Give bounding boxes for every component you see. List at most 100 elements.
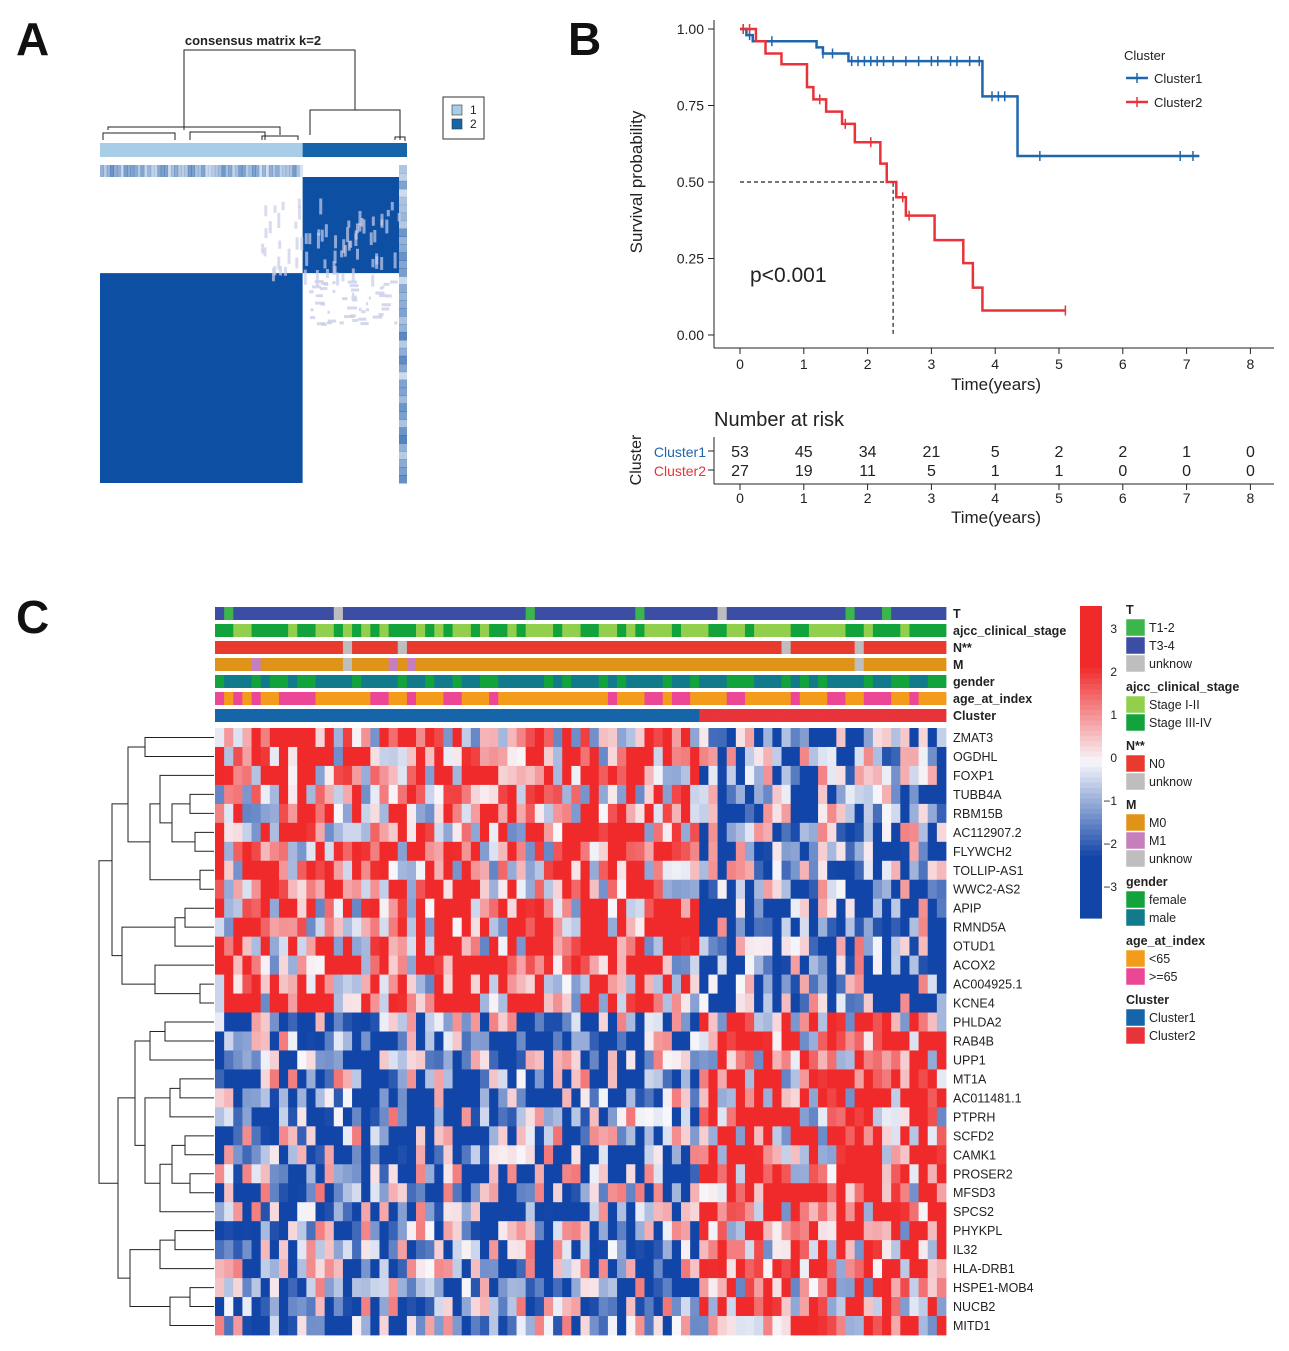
- colorbar-step: [1080, 710, 1102, 716]
- heatmap-cell: [553, 879, 563, 900]
- heatmap-cell: [425, 728, 435, 748]
- heatmap-cell: [479, 1088, 490, 1108]
- risk-count: 5: [991, 444, 1000, 461]
- heatmap-cell: [918, 1031, 929, 1051]
- heatmap-cell: [479, 1297, 490, 1317]
- heatmap-cell: [352, 1316, 362, 1336]
- heatmap-cell: [617, 974, 627, 994]
- heatmap-cell: [416, 1012, 426, 1032]
- heatmap-cell: [260, 1050, 271, 1070]
- heatmap-cell: [260, 746, 271, 767]
- heatmap-cell: [315, 1050, 326, 1070]
- heatmap-cell: [233, 955, 243, 975]
- heatmap-cell: [498, 1316, 508, 1336]
- heatmap-cell: [470, 993, 481, 1013]
- heatmap-cell: [571, 1031, 581, 1051]
- heatmap-cell: [744, 898, 755, 919]
- heatmap-cell: [470, 936, 481, 957]
- annotation-cell: [543, 692, 554, 705]
- annotation-cell: [534, 607, 545, 620]
- heatmap-cell: [845, 841, 856, 862]
- heatmap-cell: [626, 1221, 636, 1241]
- heatmap-cell: [461, 1012, 472, 1032]
- heatmap-cell: [909, 1031, 919, 1051]
- heatmap-cell: [708, 1050, 718, 1070]
- consensus-noise-cell: [399, 324, 407, 333]
- heatmap-cell: [827, 1183, 837, 1203]
- consensus-noise-cell: [278, 165, 283, 177]
- heatmap-cell: [452, 1278, 463, 1298]
- heatmap-cell: [342, 1164, 353, 1184]
- heatmap-cell: [872, 1031, 883, 1051]
- annotation-cell: [461, 692, 472, 705]
- consensus-noise-cell: [399, 411, 407, 420]
- consensus-noise-cell: [316, 232, 320, 249]
- heatmap-cell: [306, 803, 316, 824]
- heatmap-cell: [781, 860, 792, 881]
- consensus-noise-cell: [208, 165, 212, 177]
- heatmap-cell: [900, 936, 910, 957]
- heatmap-cell: [461, 1069, 472, 1089]
- heatmap-cell: [507, 841, 517, 862]
- heatmap-cell: [717, 917, 728, 938]
- heatmap-cell: [580, 860, 591, 881]
- heatmap-cell: [434, 898, 444, 919]
- consensus-noise-cell: [317, 229, 321, 236]
- heatmap-cell: [717, 784, 728, 805]
- heatmap-cell: [580, 1316, 591, 1336]
- heatmap-cell: [342, 860, 353, 881]
- gene-label: PTPRH: [953, 1110, 995, 1124]
- heatmap-cell: [653, 1012, 664, 1032]
- heatmap-cell: [863, 1088, 874, 1108]
- heatmap-cell: [571, 879, 581, 900]
- heatmap-cell: [799, 955, 810, 975]
- heatmap-cell: [744, 728, 755, 748]
- heatmap-cell: [269, 1107, 280, 1127]
- heatmap-cell: [397, 803, 408, 824]
- annotation-cell: [863, 641, 874, 654]
- heatmap-cell: [416, 936, 426, 957]
- consensus-noise-cell: [381, 303, 391, 307]
- heatmap-cell: [397, 993, 408, 1013]
- heatmap-cell: [882, 1145, 892, 1165]
- heatmap-cell: [626, 1183, 636, 1203]
- heatmap-cell: [379, 1164, 390, 1184]
- heatmap-cell: [534, 936, 545, 957]
- heatmap-cell: [461, 1088, 472, 1108]
- consensus-noise-cell: [181, 165, 185, 177]
- heatmap-cell: [644, 1221, 654, 1241]
- heatmap-cell: [498, 746, 508, 767]
- heatmap-cell: [443, 860, 453, 881]
- heatmap-cell: [808, 993, 819, 1013]
- gene-label: TOLLIP-AS1: [953, 864, 1024, 878]
- annotation-cell: [607, 709, 618, 722]
- annotation-cell: [790, 624, 801, 637]
- heatmap-cell: [644, 1183, 654, 1203]
- heatmap-cell: [845, 879, 856, 900]
- gene-label: HSPE1-MOB4: [953, 1281, 1034, 1295]
- consensus-noise-cell: [399, 284, 407, 293]
- annotation-cell: [553, 692, 563, 705]
- gene-label: PHYKPL: [953, 1224, 1002, 1238]
- annotation-cell: [699, 692, 709, 705]
- gene-label: RAB4B: [953, 1035, 994, 1049]
- heatmap-cell: [626, 1145, 636, 1165]
- heatmap-cell: [726, 955, 737, 975]
- heatmap-cell: [507, 1126, 517, 1146]
- heatmap-cell: [470, 728, 481, 748]
- heatmap-cell: [543, 1316, 554, 1336]
- annotation-cell: [827, 607, 837, 620]
- heatmap-cell: [352, 1050, 362, 1070]
- heatmap-cell: [470, 1145, 481, 1165]
- heatmap-cell: [799, 765, 810, 786]
- heatmap-cell: [735, 1145, 746, 1165]
- colorbar-step: [1080, 907, 1102, 914]
- heatmap-cell: [854, 1297, 865, 1317]
- heatmap-cell: [708, 1202, 718, 1222]
- cluster-bar-group-2: [302, 143, 407, 157]
- heatmap-cell: [525, 784, 536, 805]
- heatmap-cell: [681, 1240, 691, 1260]
- heatmap-cell: [288, 1221, 298, 1241]
- gene-label: CAMK1: [953, 1148, 996, 1162]
- heatmap-cell: [479, 1202, 490, 1222]
